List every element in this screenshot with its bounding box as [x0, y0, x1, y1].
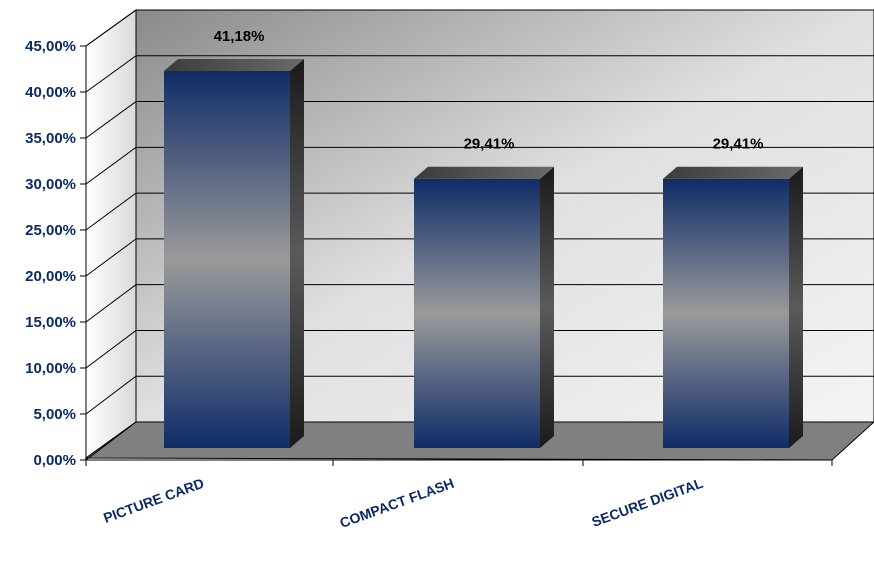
y-tick-label: 25,00%	[25, 222, 76, 239]
bar-front	[414, 178, 540, 448]
y-tick-label: 10,00%	[25, 360, 76, 377]
y-axis: 0,00% 5,00% 10,00% 15,00% 20,00% 25,00% 30,00%…	[25, 38, 87, 469]
bar-side	[789, 166, 803, 448]
y-tick-label: 0,00%	[33, 452, 76, 469]
y-tick-label: 15,00%	[25, 314, 76, 331]
gridline-diagonal	[85, 101, 137, 139]
x-tick-label: PICTURE CARD	[101, 475, 206, 526]
bars	[164, 58, 803, 449]
y-tick-label: 40,00%	[25, 84, 76, 101]
gridline-diagonal	[85, 375, 137, 415]
bar-top	[164, 58, 304, 71]
bar	[414, 166, 554, 448]
x-axis: PICTURE CARD COMPACT FLASH SECURE DIGITAL	[85, 459, 833, 531]
gridline-diagonal	[85, 330, 137, 369]
bar	[663, 166, 803, 448]
x-tick-label: SECURE DIGITAL	[589, 475, 705, 530]
y-tick-label: 30,00%	[25, 176, 76, 193]
data-label: 29,41%	[464, 136, 515, 153]
gridline-diagonal	[85, 9, 137, 47]
bar	[164, 58, 304, 449]
gridline-diagonal	[85, 192, 137, 231]
y-tick-label: 5,00%	[33, 406, 76, 423]
gridline-diagonal	[85, 421, 137, 461]
side-wall	[85, 9, 137, 459]
x-tick-label: COMPACT FLASH	[338, 475, 457, 531]
data-label: 29,41%	[713, 136, 764, 153]
gridline-diagonal	[85, 55, 137, 93]
bar-top	[663, 166, 803, 179]
bar-front	[663, 178, 789, 448]
bar-side	[540, 166, 554, 448]
y-tick-label: 20,00%	[25, 268, 76, 285]
gridline-diagonal	[85, 146, 137, 185]
y-tick-label: 35,00%	[25, 130, 76, 147]
bar-side	[290, 58, 304, 449]
data-label: 41,18%	[214, 28, 265, 45]
bar-front	[164, 70, 290, 449]
gridline-diagonal	[85, 238, 137, 277]
y-tick-label: 45,00%	[25, 38, 76, 55]
gridline-diagonal	[85, 284, 137, 323]
data-labels: 41,18% 29,41% 29,41%	[214, 28, 764, 153]
bar-top	[414, 166, 554, 179]
